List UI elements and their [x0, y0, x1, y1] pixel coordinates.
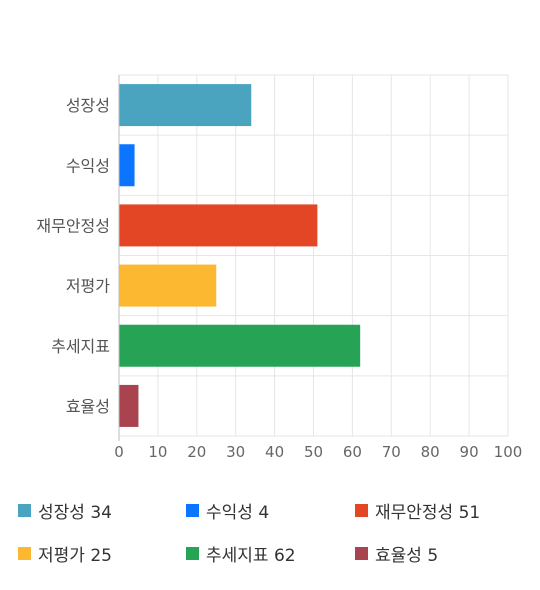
legend-swatch — [186, 504, 199, 517]
category-label: 수익성 — [66, 156, 110, 175]
category-label: 저평가 — [66, 277, 110, 296]
x-tick-label: 40 — [265, 443, 284, 461]
legend-swatch — [18, 547, 31, 560]
legend-label: 효율성 5 — [375, 546, 439, 566]
bar — [119, 84, 252, 127]
bar — [119, 144, 135, 187]
legend-item-growth: 성장성 34 — [18, 498, 112, 523]
x-tick-label: 20 — [187, 443, 206, 461]
bar — [119, 384, 139, 427]
legend-item-financial-stability: 재무안정성 51 — [355, 498, 480, 523]
x-tick-label: 60 — [343, 443, 362, 461]
legend-label: 수익성 4 — [206, 503, 270, 523]
legend-item-profitability: 수익성 4 — [186, 498, 269, 523]
x-tick-label: 90 — [460, 443, 479, 461]
category-label: 성장성 — [66, 96, 110, 115]
legend-item-trend: 추세지표 62 — [186, 541, 296, 566]
bars — [119, 84, 361, 427]
legend: 성장성 34 수익성 4 재무안정성 51 저평가 25 추세지표 62 효율성… — [0, 486, 540, 576]
legend-swatch — [186, 547, 199, 560]
legend-swatch — [355, 504, 368, 517]
x-tick-label: 100 — [494, 443, 523, 461]
legend-swatch — [355, 547, 368, 560]
legend-label: 추세지표 62 — [206, 546, 296, 566]
legend-label: 재무안정성 51 — [375, 503, 481, 523]
category-label: 효율성 — [66, 397, 110, 416]
legend-label: 저평가 25 — [38, 546, 112, 566]
legend-swatch — [18, 504, 31, 517]
legend-item-efficiency: 효율성 5 — [355, 541, 438, 566]
bar — [119, 204, 318, 247]
x-tick-label: 50 — [304, 443, 323, 461]
x-tick-label: 0 — [114, 443, 124, 461]
x-tick-labels: 0 10 20 30 40 50 60 70 80 90 100 — [114, 443, 522, 461]
x-tick-label: 70 — [382, 443, 401, 461]
bar — [119, 264, 217, 307]
grid-lines — [119, 74, 509, 437]
x-tick-label: 80 — [421, 443, 440, 461]
x-tick-label: 30 — [226, 443, 245, 461]
x-tick-label: 10 — [148, 443, 167, 461]
category-label: 추세지표 — [51, 337, 110, 356]
legend-label: 성장성 34 — [38, 503, 112, 523]
legend-item-undervalued: 저평가 25 — [18, 541, 112, 566]
bar — [119, 324, 361, 367]
category-label: 재무안정성 — [36, 216, 110, 235]
